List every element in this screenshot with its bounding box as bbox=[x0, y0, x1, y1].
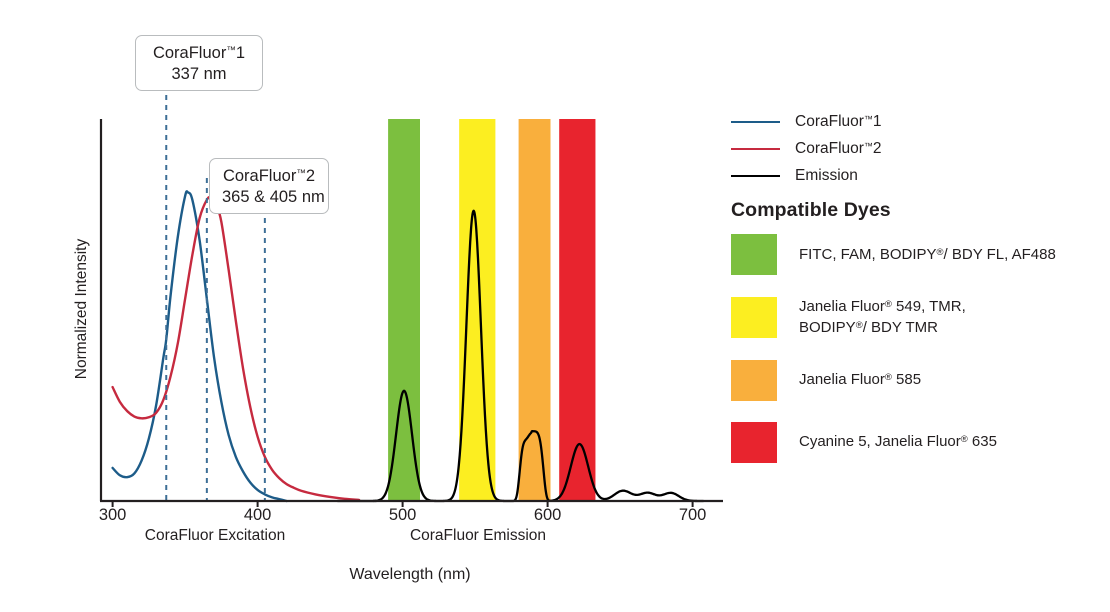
red-band bbox=[559, 119, 596, 501]
dye-color-swatch bbox=[731, 296, 777, 338]
callout-2-wavelength: 365 & 405 nm bbox=[222, 188, 325, 207]
series-legend: CoraFluor™1 CoraFluor™2 Emission bbox=[731, 108, 1091, 189]
x-tick-label-500: 500 bbox=[388, 506, 417, 524]
x-axis-section-label-2: CoraFluor Emission bbox=[409, 527, 547, 544]
excitation-curve-CoraFluor1 bbox=[111, 190, 288, 503]
compatible-dyes-list: FITC, FAM, BODIPY®/ BDY FL, AF488 Janelia… bbox=[731, 234, 1101, 484]
compatible-dyes-title: Compatible Dyes bbox=[731, 199, 891, 221]
legend-item-label: Emission bbox=[795, 166, 858, 184]
dye-row-3[interactable]: Janelia Fluor® 585 bbox=[731, 359, 1101, 401]
dye-color-swatch bbox=[731, 421, 777, 463]
registered-symbol: ® bbox=[936, 246, 944, 258]
legend-item-label: CoraFluor™1 bbox=[795, 112, 882, 130]
dye-row-1[interactable]: FITC, FAM, BODIPY®/ BDY FL, AF488 bbox=[731, 234, 1101, 275]
callout-2-index: 2 bbox=[305, 167, 316, 185]
coraflour-2-callout: CoraFluor™2 365 & 405 nm bbox=[209, 158, 329, 214]
registered-symbol: ® bbox=[884, 372, 892, 384]
callout-1-index: 1 bbox=[235, 44, 246, 62]
dye-row-4[interactable]: Cyanine 5, Janelia Fluor® 635 bbox=[731, 421, 1101, 463]
trademark-symbol: ™ bbox=[226, 45, 236, 56]
x-tick-label-300: 300 bbox=[98, 506, 127, 524]
green-band bbox=[388, 119, 420, 501]
callout-2-name: CoraFluor bbox=[222, 167, 297, 185]
x-axis-section-label-1: CoraFluor Excitation bbox=[144, 527, 286, 544]
y-axis-title: Normalized Intensity bbox=[73, 238, 90, 380]
legend-line-swatch bbox=[731, 120, 780, 123]
registered-symbol: ® bbox=[960, 434, 968, 446]
x-tick-label-600: 600 bbox=[533, 506, 562, 524]
callout-1-wavelength: 337 nm bbox=[171, 65, 227, 84]
dye-label: FITC, FAM, BODIPY®/ BDY FL, AF488 bbox=[799, 245, 1056, 263]
legend-item-label: CoraFluor™2 bbox=[795, 139, 882, 157]
legend-line-swatch bbox=[731, 174, 780, 177]
x-tick-label-400: 400 bbox=[243, 506, 272, 524]
legend-line-swatch bbox=[731, 147, 780, 150]
callout-1-name: CoraFluor bbox=[152, 44, 227, 62]
registered-symbol: ® bbox=[884, 299, 892, 310]
dye-color-swatch bbox=[731, 359, 777, 401]
legend-item-3[interactable]: Emission bbox=[731, 162, 1091, 189]
trademark-symbol: ™ bbox=[863, 113, 873, 124]
dye-row-2[interactable]: Janelia Fluor® 549, TMR, BODIPY®/ BDY TMR bbox=[731, 296, 1101, 339]
dye-label: Janelia Fluor® 549, TMR, BODIPY®/ BDY TMR bbox=[799, 298, 966, 337]
trademark-symbol: ™ bbox=[296, 168, 306, 179]
x-axis-title: Wavelength (nm) bbox=[349, 566, 471, 583]
yellow-band bbox=[459, 119, 496, 501]
legend-item-2[interactable]: CoraFluor™2 bbox=[731, 135, 1091, 162]
coraflour-1-callout: CoraFluor™1 337 nm bbox=[135, 35, 263, 91]
registered-symbol: ® bbox=[855, 320, 863, 332]
x-tick-label-700: 700 bbox=[678, 506, 707, 524]
dye-label: Janelia Fluor® 585 bbox=[799, 371, 922, 389]
dye-label: Cyanine 5, Janelia Fluor® 635 bbox=[799, 433, 997, 451]
trademark-symbol: ™ bbox=[863, 140, 873, 151]
dye-color-swatch bbox=[731, 234, 777, 275]
orange-band bbox=[518, 119, 551, 501]
legend-item-1[interactable]: CoraFluor™1 bbox=[731, 108, 1091, 135]
